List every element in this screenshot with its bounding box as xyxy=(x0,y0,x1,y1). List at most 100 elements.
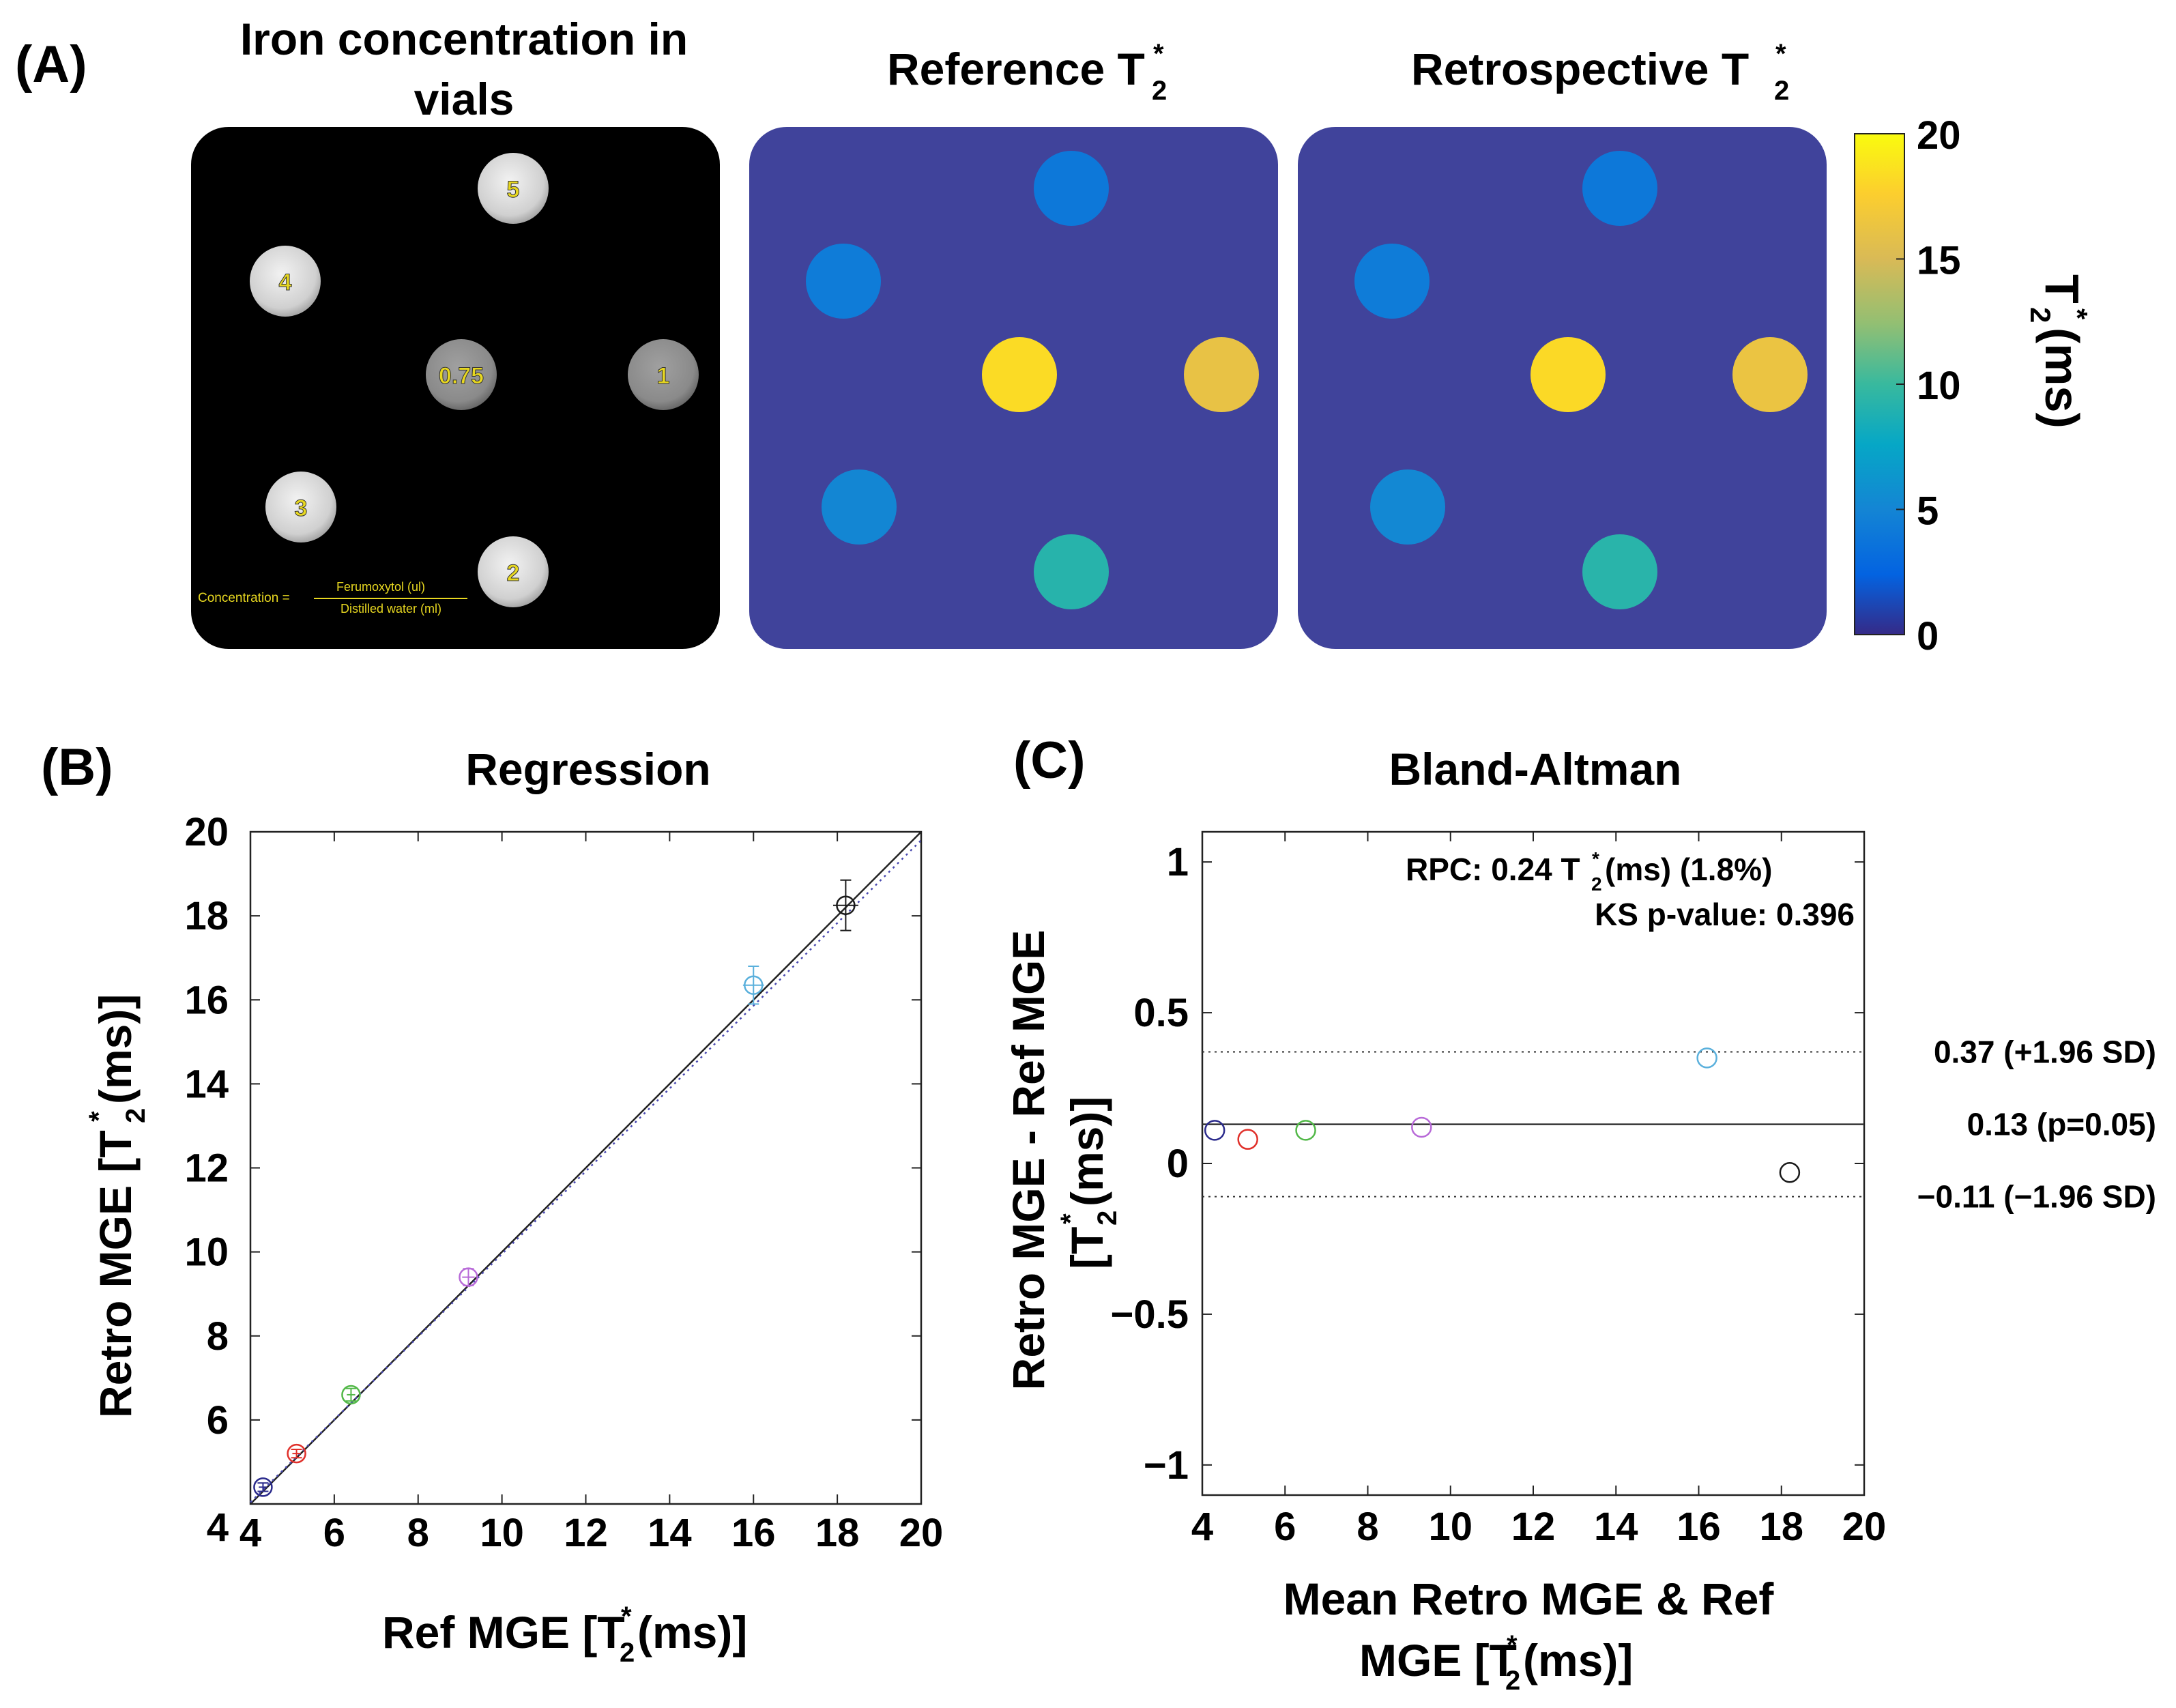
y-tick-label: 1 xyxy=(1167,840,1189,884)
panel-c-label: (C) xyxy=(1013,732,1086,790)
rpc-annotation-unit: (ms) (1.8%) xyxy=(1605,852,1772,887)
y-tick-label: 4 xyxy=(207,1505,229,1550)
bland-altman-x-axis-label: Mean Retro MGE & Ref MGE [T 2 * (ms)] xyxy=(1283,1574,1775,1696)
bland-altman-xlabel-line2-main: MGE [T xyxy=(1359,1635,1517,1685)
regression-ylabel-unit: (ms)] xyxy=(90,994,141,1104)
reference-vial-6 xyxy=(1034,534,1109,609)
regression-title: Regression xyxy=(465,744,710,794)
retrospective-title-sup: * xyxy=(1775,39,1786,69)
regression-point xyxy=(253,1477,273,1497)
regression-xlabel-main: Ref MGE [T xyxy=(382,1607,625,1658)
x-tick-label: 20 xyxy=(899,1511,944,1555)
formula-prefix: Concentration = xyxy=(198,591,290,605)
vials-group: 5 4 0.75 1 3 2 xyxy=(250,153,699,607)
regression-xlabel-unit: (ms)] xyxy=(637,1607,747,1658)
regression-marker xyxy=(836,895,856,915)
x-tick-label: 6 xyxy=(1274,1505,1296,1549)
colorbar: 20 15 10 5 0 T 2 * (ms) xyxy=(1854,113,2093,658)
ks-annotation: KS p-value: 0.396 xyxy=(1595,897,1855,932)
y-tick-label: −0.5 xyxy=(1111,1292,1189,1337)
regression-ylabel-sup: * xyxy=(84,1111,114,1122)
regression-marker xyxy=(341,1385,361,1405)
x-tick-label: 10 xyxy=(1428,1505,1473,1549)
vial-circle xyxy=(478,536,549,607)
y-tick-label: −1 xyxy=(1144,1443,1189,1488)
retrospective-vial-2 xyxy=(1354,244,1430,319)
rpc-annotation-sup: * xyxy=(1592,848,1599,869)
x-tick-label: 18 xyxy=(1759,1505,1803,1549)
reference-vial-1 xyxy=(1034,151,1109,226)
vial-label: 3 xyxy=(295,495,308,521)
retrospective-vial-6 xyxy=(1582,534,1657,609)
bland-altman-ylabel-line2: [T 2 * (ms)] xyxy=(1056,1097,1122,1269)
formula-numerator: Ferumoxytol (ul) xyxy=(336,580,425,594)
vial-circle xyxy=(426,339,497,410)
panel-a-label: (A) xyxy=(15,35,87,93)
bland-altman-marker xyxy=(1204,1120,1225,1141)
regression-point xyxy=(459,1267,478,1287)
iron-title-line1: Iron concentration in xyxy=(240,14,688,64)
reference-vial-3 xyxy=(982,337,1057,412)
bland-altman-xlabel-line2-sub: 2 xyxy=(1505,1666,1520,1696)
x-tick-label: 6 xyxy=(323,1511,345,1555)
reference-line-label: 0.37 (+1.96 SD) xyxy=(1934,1034,2156,1070)
regression-point xyxy=(742,966,764,1005)
retrospective-t2star-map xyxy=(1298,127,1827,649)
bland-altman-xlabel-line2-unit: (ms)] xyxy=(1523,1635,1633,1685)
reference-t2star-map xyxy=(749,127,1278,649)
regression-marker xyxy=(459,1267,478,1287)
retrospective-title-main: Retrospective T xyxy=(1411,44,1749,94)
y-tick-label: 10 xyxy=(184,1230,229,1275)
regression-lines xyxy=(250,831,922,1505)
regression-points xyxy=(253,879,858,1497)
reference-title: Reference T 2 * xyxy=(887,39,1167,106)
vial-3: 0.75 xyxy=(426,339,497,410)
panel-a: (A) Iron concentration in vials Referenc… xyxy=(15,14,2093,658)
formula-denominator: Distilled water (ml) xyxy=(340,602,441,616)
vial-circle xyxy=(265,472,336,542)
reference-title-sub: 2 xyxy=(1152,76,1167,106)
x-tick-label: 4 xyxy=(1191,1505,1213,1549)
vial-1: 5 xyxy=(478,153,549,224)
y-tick-label: 16 xyxy=(184,978,229,1022)
y-tick-label: 6 xyxy=(207,1398,229,1443)
y-tick-label: 12 xyxy=(184,1146,229,1191)
bland-altman-marker xyxy=(1411,1116,1432,1138)
colorbar-label-unit: (ms) xyxy=(2035,328,2089,429)
bland-altman-ylabel-line2-unit: (ms)] xyxy=(1062,1097,1112,1206)
reference-line-label: 0.13 (p=0.05) xyxy=(1967,1107,2156,1142)
bland-altman-ylabel-line2-sub: 2 xyxy=(1092,1211,1122,1226)
x-tick-label: 8 xyxy=(1357,1505,1378,1549)
bland-altman-reference-lines: 0.37 (+1.96 SD) 0.13 (p=0.05) −0.11 (−1.96… xyxy=(1202,1034,2156,1215)
panel-b: (B) Regression 4 6 8 10 12 14 16 18 20 4 6 8 10 12 14… xyxy=(41,738,943,1668)
bland-altman-x-ticks: 4 6 8 10 12 14 16 18 20 xyxy=(1191,832,1886,1549)
iron-title-line2: vials xyxy=(414,74,514,124)
retrospective-vials xyxy=(1354,151,1808,609)
regression-y-ticks: 4 6 8 10 12 14 16 18 20 xyxy=(184,810,921,1550)
bland-altman-xlabel-line1: Mean Retro MGE & Ref xyxy=(1283,1574,1775,1624)
vial-4: 1 xyxy=(628,339,699,410)
vial-label: 1 xyxy=(657,363,670,389)
regression-point xyxy=(341,1385,361,1405)
retrospective-title: Retrospective T 2 * xyxy=(1411,39,1789,106)
regression-x-ticks: 4 6 8 10 12 14 16 18 20 xyxy=(240,832,943,1555)
regression-ylabel-main: Retro MGE [T xyxy=(90,1130,141,1418)
x-tick-label: 16 xyxy=(731,1511,776,1555)
vial-label: 4 xyxy=(279,270,292,295)
y-tick-label: 0 xyxy=(1167,1142,1189,1186)
bland-altman-marker xyxy=(1237,1129,1258,1150)
y-tick-label: 20 xyxy=(184,810,229,854)
colorbar-gradient xyxy=(1854,133,1905,635)
reference-vial-4 xyxy=(1184,337,1259,412)
bland-altman-y-ticks: 1 0.5 0 −0.5 −1 xyxy=(1111,840,1864,1488)
y-tick-label: 0.5 xyxy=(1133,991,1189,1035)
identity-line xyxy=(250,831,922,1505)
regression-marker xyxy=(253,1477,273,1497)
vial-label: 2 xyxy=(507,560,520,586)
colorbar-tick-label: 0 xyxy=(1917,614,1939,658)
bland-altman-ylabel-line2-sup: * xyxy=(1056,1213,1086,1224)
retrospective-vial-1 xyxy=(1582,151,1657,226)
panel-b-label: (B) xyxy=(41,738,113,796)
vial-circle xyxy=(628,339,699,410)
